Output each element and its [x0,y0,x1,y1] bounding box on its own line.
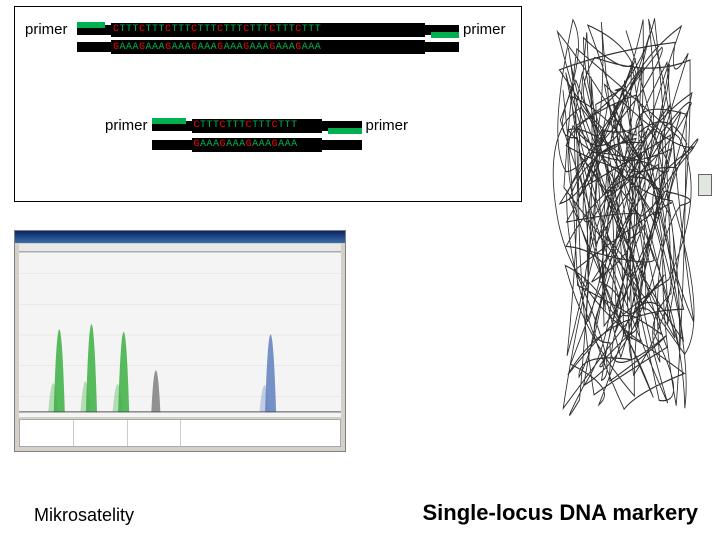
chroma-table [19,419,341,447]
allele-long: primer CTTTCTTTCTTTCTTTCTTTCTTTCTTTCTTT … [21,21,515,56]
dna-scribble [540,6,712,446]
primer-label-tr: primer [459,21,515,38]
primer-bar-tl [77,25,111,35]
primer-bar-sr [322,121,362,131]
allele-short: primer CTTTCTTTCTTTCTTT primer primer GA… [101,117,435,155]
primer-label-sr: primer [362,117,413,134]
scribble-marker [698,174,712,196]
primer-bar-tr [425,25,459,35]
microsatellite-frame: primer CTTTCTTTCTTTCTTTCTTTCTTTCTTTCTTT … [14,6,522,202]
seq-long-top: CTTTCTTTCTTTCTTTCTTTCTTTCTTTCTTT [111,23,425,37]
seq-short-bot: GAAAGAAAGAAAGAAA [192,138,322,152]
primer-bar-br-black [425,42,459,52]
chromatogram-window [14,230,346,452]
primer-label-sl: primer [101,117,152,134]
chroma-toolbar [19,244,341,252]
chroma-titlebar [15,231,345,243]
primer-bar-sl [152,121,192,131]
seq-long-bot: GAAAGAAAGAAAGAAAGAAAGAAAGAAAGAAA [111,40,425,54]
seq-short-top: CTTTCTTTCTTTCTTT [192,119,322,133]
chroma-canvas [19,253,341,417]
caption-markers: Single-locus DNA markery [423,500,699,526]
primer-label-tl: primer [21,21,77,38]
caption-mikrosatelity: Mikrosatelity [34,505,134,526]
primer-bar-bl-black [77,42,111,52]
